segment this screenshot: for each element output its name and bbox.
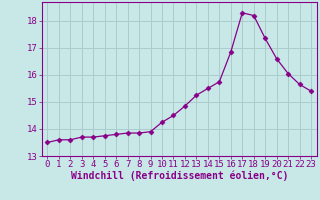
X-axis label: Windchill (Refroidissement éolien,°C): Windchill (Refroidissement éolien,°C)	[70, 171, 288, 181]
